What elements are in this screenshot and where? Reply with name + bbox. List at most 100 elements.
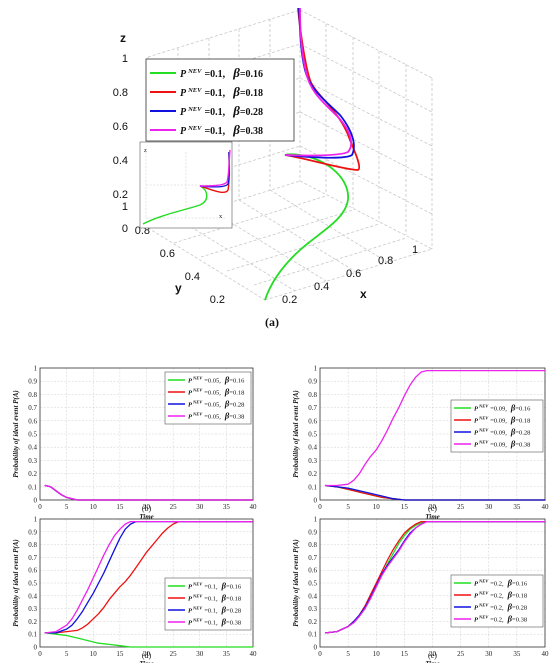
panel-a-z-tick-label: 0 <box>122 223 128 235</box>
panel-c-y-tick-label: 0.9 <box>308 378 317 386</box>
panel-c-y-tick-label: 0.2 <box>308 470 317 478</box>
panel-e-x-tick-label: 10 <box>373 650 381 658</box>
panel-d-series-line-3 <box>44 520 254 634</box>
panel-b-x-tick-label: 20 <box>143 503 151 511</box>
panel-e-legend-label: PNEV =0.2, β=0.28 <box>474 602 527 612</box>
panel-e-x-tick-label: 0 <box>318 650 322 658</box>
panel-b-legend-label: PNEV =0.05, β=0.28 <box>188 399 244 409</box>
panel-b-chart: 0 5 10 15 20 25 30 35 40 0 0.1 0.2 0.3 0.4 0.5 0.6 0.7 0.… <box>12 365 257 522</box>
panel-b-caption: (b) <box>142 504 152 513</box>
panel-a-legend-label: P NEV =0.1, β=0.16 <box>180 65 263 80</box>
panel-d-y-tick-label: 0.6 <box>28 567 37 575</box>
panel-e-legend-item: PNEV =0.2, β=0.38 <box>454 614 527 624</box>
panel-a-inset-curve-green <box>142 185 208 225</box>
panel-e-x-tick-label: 40 <box>542 650 550 658</box>
panel-d-series-line-2 <box>44 520 254 634</box>
panel-b-y-tick-label: 0.9 <box>28 378 37 386</box>
panel-e-legend: PNEV =0.2, β=0.16 PNEV =0.2, β=0.18 PNEV =0.2, β… <box>450 574 544 628</box>
panel-a-legend: P NEV =0.1, β=0.16 P NEV =0.1, β=0.18 P NEV =0.1, β… <box>145 58 295 142</box>
panel-b-legend-item: PNEV =0.05, β=0.38 <box>168 411 244 421</box>
panel-b-y-tick-label: 0.2 <box>28 470 37 478</box>
panel-a-x-ticks: 0.2 0.4 0.6 0.8 1 <box>282 244 418 306</box>
panel-c-legend-label: PNEV =0.09, β=0.18 <box>474 415 530 425</box>
panel-e-x-axis-label: Time <box>425 660 440 663</box>
panel-c-y-tick-label: 0.4 <box>308 444 317 452</box>
panel-d-y-tick-label: 0.9 <box>28 528 37 536</box>
panel-e-legend-item: PNEV =0.2, β=0.28 <box>454 602 527 612</box>
panel-e-legend-label: PNEV =0.2, β=0.18 <box>474 590 527 600</box>
panel-c-y-tick-label: 0.1 <box>308 483 317 491</box>
panel-c-legend-item: PNEV =0.09, β=0.18 <box>454 415 530 425</box>
panel-e-y-axis-label: Probability of ideal event P(A) <box>292 539 300 626</box>
panel-b-series-line-2 <box>44 484 254 501</box>
panel-e-y-tick-label: 0.3 <box>308 605 317 613</box>
panel-b-y-tick-label: 0.5 <box>28 431 37 439</box>
panel-c-x-tick-label: 5 <box>346 503 350 511</box>
panel-d-series-line-4 <box>44 520 254 634</box>
panel-e-legend-item: PNEV =0.2, β=0.18 <box>454 590 527 600</box>
panel-a-legend-item: P NEV =0.1, β=0.28 <box>150 103 263 118</box>
panel-a-inset-x-label: x <box>219 213 223 220</box>
panel-c-y-axis-label: Probability of ideal event P(A) <box>292 390 300 477</box>
panel-c-x-tick-label: 20 <box>429 503 437 511</box>
panel-c-y-tick-label: 1 <box>314 365 318 373</box>
panel-b-legend-label: PNEV =0.05, β=0.16 <box>188 375 245 385</box>
panel-e-y-tick-label: 0.9 <box>308 528 317 536</box>
panel-a-z-ticks: 0 0.2 0.4 0.6 0.8 1 <box>113 53 128 235</box>
panel-e-x-tick-label: 20 <box>429 650 437 658</box>
panel-c-legend-label: PNEV =0.09, β=0.28 <box>474 427 530 437</box>
panel-e-chart: 0 5 10 15 20 25 30 35 40 0 0.1 0.2 0.3 0.4 0.5 0.6 0.7 0.… <box>292 516 549 663</box>
panel-c-legend-label: PNEV =0.09, β=0.38 <box>474 439 530 449</box>
panel-b-legend-item: PNEV =0.05, β=0.28 <box>168 399 244 409</box>
panel-d-y-tick-label: 0.5 <box>28 580 37 588</box>
panel-b-x-tick-label: 5 <box>65 503 69 511</box>
panel-e-y-tick-label: 1 <box>314 516 318 524</box>
panel-b-y-tick-label: 0 <box>34 497 38 505</box>
panel-b-x-tick-label: 40 <box>250 503 258 511</box>
panel-c-x-tick-label: 40 <box>542 503 550 511</box>
panel-e-legend-label: PNEV =0.2, β=0.16 <box>474 578 528 588</box>
panel-d-x-tick-label: 20 <box>143 650 151 658</box>
panel-a-legend-label: P NEV =0.1, β=0.28 <box>180 103 263 118</box>
panel-b-x-tick-label: 0 <box>38 503 42 511</box>
panel-a-z-tick-label: 1 <box>122 53 128 65</box>
panel-c-y-tick-label: 0 <box>314 497 318 505</box>
panel-b-legend-label: PNEV =0.05, β=0.18 <box>188 387 244 397</box>
panel-d-y-tick-label: 0.8 <box>28 541 37 549</box>
panel-b-series-line-4 <box>44 484 254 501</box>
panel-e-y-tick-label: 0.5 <box>308 580 317 588</box>
panel-a-curve-magenta <box>284 7 352 157</box>
panels-2d-container: 0 5 10 15 20 25 30 35 4000.10.20.30.40.50.60.70.… <box>12 365 549 663</box>
panel-d-x-tick-label: 30 <box>196 650 204 658</box>
panel-d-x-axis-label: Time <box>139 660 154 663</box>
panel-a-z-tick-label: 0.4 <box>113 155 128 167</box>
panel-c-x-tick-label: 30 <box>485 503 493 511</box>
panel-d-legend: PNEV =0.1, β=0.16 PNEV =0.1, β=0.18 PNEV =0.1, β… <box>164 577 252 631</box>
panel-a-y-tick-label: 0.4 <box>185 271 200 283</box>
panel-e-series-line-4 <box>324 520 546 634</box>
panel-c-series-line-1 <box>324 484 546 501</box>
panel-c-x-tick-label: 35 <box>513 503 521 511</box>
panel-d-y-axis-label: Probability of ideal event P(A) <box>12 539 20 626</box>
panel-b-y-axis-label: Probability of ideal event P(A) <box>12 390 20 477</box>
panel-d-x-tick-label: 0 <box>38 650 42 658</box>
panel-d-legend-label: PNEV =0.1, β=0.28 <box>188 605 241 615</box>
panel-c-x-tick-label: 25 <box>457 503 465 511</box>
panel-e-y-tick-label: 0.8 <box>308 541 317 549</box>
panel-d-x-tick-label: 40 <box>250 650 258 658</box>
panel-b-y-tick-label: 0.7 <box>28 404 37 412</box>
panel-d-y-tick-label: 0.2 <box>28 618 37 626</box>
panel-c-y-tick-label: 0.7 <box>308 404 317 412</box>
panel-c-legend: PNEV =0.09, β=0.16 PNEV =0.09, β=0.18 PNEV =0.0… <box>450 399 544 453</box>
panel-b-series-line-1 <box>44 484 254 501</box>
panel-a-legend-item: P NEV =0.1, β=0.38 <box>150 122 263 137</box>
panel-a-z-tick-label: 0.2 <box>113 189 128 201</box>
panel-b-x-axis-label: Time <box>139 513 154 521</box>
panel-a-x-tick-label: 0.4 <box>314 281 329 293</box>
panel-a-curve-green <box>264 153 349 301</box>
panel-c-legend-item: PNEV =0.09, β=0.28 <box>454 427 530 437</box>
panel-e-frame <box>319 518 546 648</box>
panel-c-legend-item: PNEV =0.09, β=0.16 <box>454 403 531 413</box>
panel-e-legend-label: PNEV =0.2, β=0.38 <box>474 614 527 624</box>
